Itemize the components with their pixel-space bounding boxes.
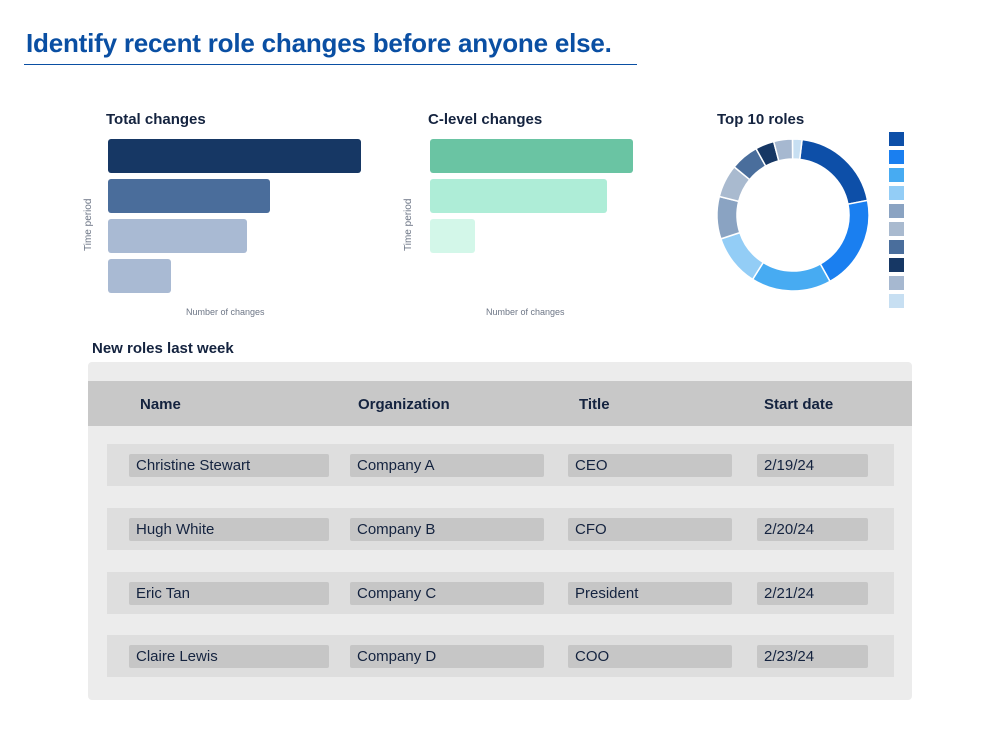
cell-title: CFO [568,518,732,541]
cell-organization: Company A [350,454,544,477]
top-roles-legend [889,132,904,312]
top-roles-title: Top 10 roles [717,111,805,128]
c-level-changes-x-label: Number of changes [486,307,565,317]
cell-name: Eric Tan [129,582,329,605]
cell-start-date: 2/19/24 [757,454,868,477]
total-changes-title: Total changes [106,111,206,128]
donut-slice [719,231,765,281]
cell-start-date: 2/20/24 [757,518,868,541]
total-changes-y-label: Time period [83,198,94,251]
cell-title: COO [568,645,732,668]
new-roles-title: New roles last week [92,340,234,357]
column-header-organization: Organization [358,396,450,413]
total-changes-x-label: Number of changes [186,307,265,317]
legend-swatch [889,258,904,272]
c-level-changes-y-label: Time period [403,198,414,251]
bar [430,139,633,173]
legend-swatch [889,276,904,290]
page-headline: Identify recent role changes before anyo… [26,28,612,58]
bar [430,219,475,253]
donut-slice [791,138,803,161]
bar [108,219,247,253]
cell-start-date: 2/21/24 [757,582,868,605]
table-header [88,381,912,426]
cell-organization: Company B [350,518,544,541]
c-level-changes-title: C-level changes [428,111,543,128]
column-header-start-date: Start date [764,396,834,413]
donut-slice [798,138,869,206]
legend-swatch [889,240,904,254]
legend-swatch [889,294,904,308]
donut-slice [751,261,832,292]
table-row: Claire Lewis Company D COO 2/23/24 [107,635,894,677]
cell-name: Hugh White [129,518,329,541]
bar [108,139,361,173]
top-roles-donut-chart [716,138,870,292]
cell-start-date: 2/23/24 [757,645,868,668]
cell-organization: Company C [350,582,544,605]
cell-name: Christine Stewart [129,454,329,477]
legend-swatch [889,168,904,182]
cell-name: Claire Lewis [129,645,329,668]
column-header-title: Title [579,396,610,413]
legend-swatch [889,186,904,200]
table-row: Eric Tan Company C President 2/21/24 [107,572,894,614]
table-row: Hugh White Company B CFO 2/20/24 [107,508,894,550]
donut-slice [819,199,870,283]
legend-swatch [889,132,904,146]
cell-organization: Company D [350,645,544,668]
legend-swatch [889,150,904,164]
bar [430,179,607,213]
bar [108,179,270,213]
table-row: Christine Stewart Company A CEO 2/19/24 [107,444,894,486]
legend-swatch [889,204,904,218]
column-header-name: Name [140,396,181,413]
headline-underline [24,64,637,65]
cell-title: President [568,582,732,605]
legend-swatch [889,222,904,236]
donut-slice [716,195,741,240]
cell-title: CEO [568,454,732,477]
bar [108,259,171,293]
